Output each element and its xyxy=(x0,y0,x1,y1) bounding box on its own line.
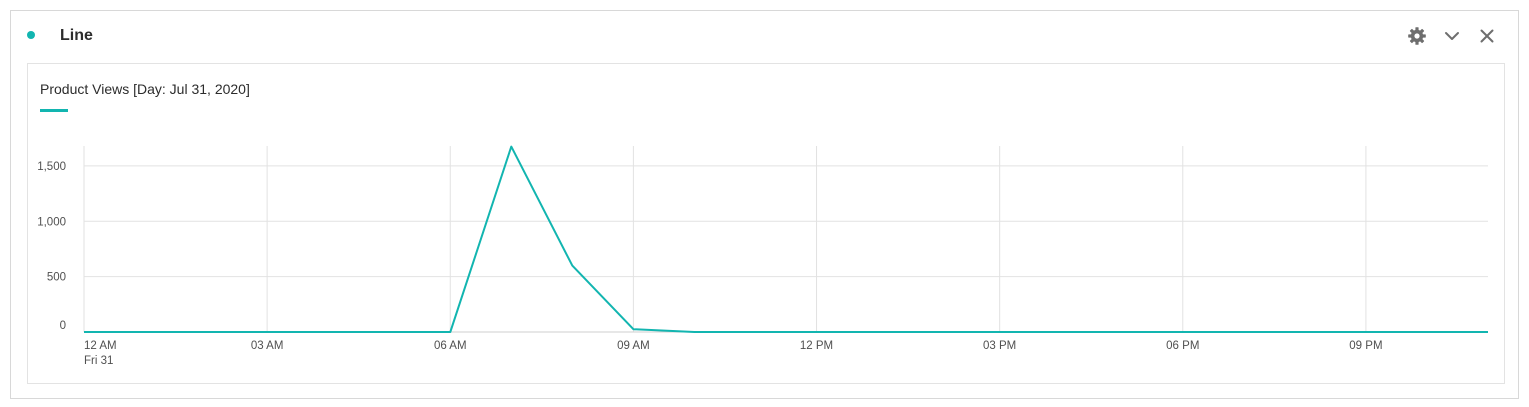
line-chart: 0 500 1,000 1,500 12 AM 03 AM 06 AM 09 AM 12 PM 0… xyxy=(37,145,1488,367)
x-tick-label: 03 PM xyxy=(983,340,1016,352)
y-tick-label: 1,000 xyxy=(37,216,66,228)
x-tick-label: 12 PM xyxy=(800,340,833,352)
x-tick-label: 09 AM xyxy=(617,340,650,352)
x-tick-label: 09 PM xyxy=(1349,340,1382,352)
x-tick-label: 12 AM xyxy=(84,340,117,352)
chevron-down-icon xyxy=(1445,32,1459,40)
panel-header: Line xyxy=(11,11,1518,61)
line-chart-panel: Line xyxy=(10,10,1519,399)
panel-title: Line xyxy=(60,27,93,44)
y-tick-label: 500 xyxy=(47,272,66,284)
collapse-button[interactable] xyxy=(1441,25,1463,47)
x-tick-sublabel: Fri 31 xyxy=(84,355,113,367)
status-dot xyxy=(27,31,35,39)
close-button[interactable] xyxy=(1476,25,1498,47)
y-tick-label: 1,500 xyxy=(37,161,66,173)
series-line xyxy=(84,145,1488,333)
x-tick-label: 06 PM xyxy=(1166,340,1199,352)
x-tick-label: 03 AM xyxy=(251,340,284,352)
y-tick-label: 0 xyxy=(60,320,66,332)
gear-icon xyxy=(1408,27,1426,45)
x-tick-label: 06 AM xyxy=(434,340,467,352)
legend-swatch xyxy=(40,109,68,112)
close-icon xyxy=(1480,29,1494,43)
settings-button[interactable] xyxy=(1406,25,1428,47)
legend-series-label: Product Views [Day: Jul 31, 2020] xyxy=(40,81,250,97)
chart-container: Product Views [Day: Jul 31, 2020] 0 500 1,… xyxy=(27,63,1505,384)
